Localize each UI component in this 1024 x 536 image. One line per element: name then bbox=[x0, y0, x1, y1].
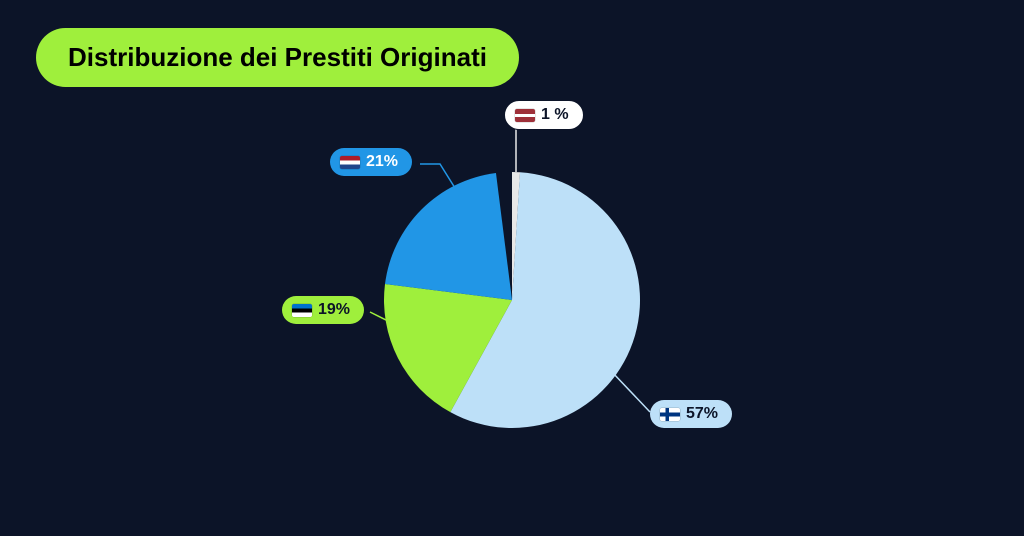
slice-value-finland: 57% bbox=[686, 405, 718, 423]
slice-label-estonia: 19% bbox=[282, 296, 364, 324]
title-text: Distribuzione dei Prestiti Originati bbox=[68, 42, 487, 72]
flag-icon-estonia bbox=[292, 304, 312, 317]
page-title: Distribuzione dei Prestiti Originati bbox=[36, 28, 519, 87]
flag-icon-finland bbox=[660, 408, 680, 421]
slice-value-netherlands: 21% bbox=[366, 153, 398, 171]
slice-value-estonia: 19% bbox=[318, 301, 350, 319]
flag-icon-latvia bbox=[515, 109, 535, 122]
slice-label-netherlands: 21% bbox=[330, 148, 412, 176]
slice-label-latvia: 1 % bbox=[504, 100, 584, 130]
leader-line-finland bbox=[612, 372, 650, 412]
slice-value-latvia: 1 % bbox=[541, 106, 569, 124]
pie-slice-netherlands bbox=[385, 173, 512, 300]
flag-icon-netherlands bbox=[340, 156, 360, 169]
slice-label-finland: 57% bbox=[650, 400, 732, 428]
